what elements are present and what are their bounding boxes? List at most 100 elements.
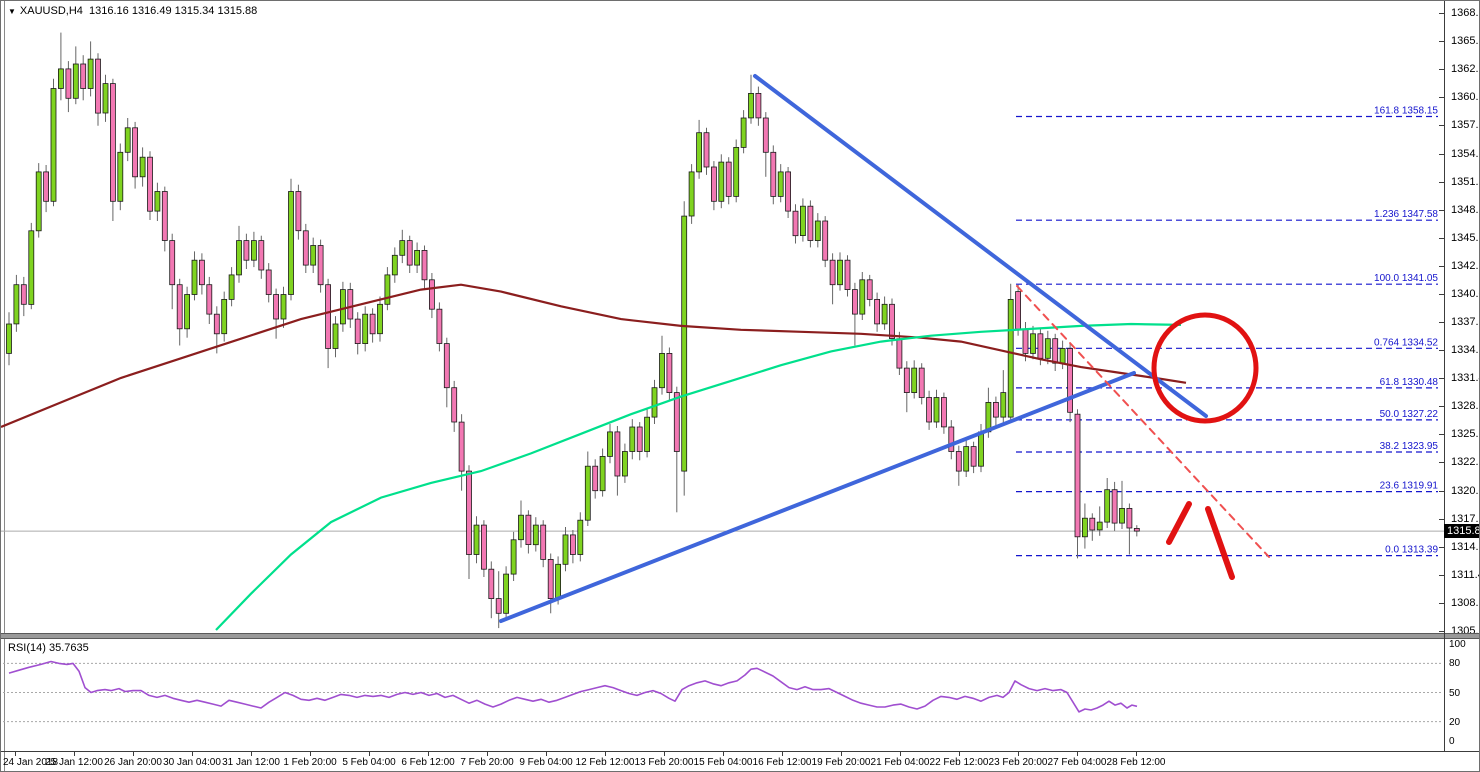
time-axis-tick [74, 752, 75, 756]
projection-dashed-line[interactable] [1016, 285, 1270, 558]
price-axis-label: 1360.10 [1451, 91, 1479, 103]
bounce-mark-left[interactable] [1166, 501, 1192, 545]
price-axis-tick [1439, 97, 1444, 98]
price-axis-tick [1439, 182, 1444, 183]
time-axis-label: 7 Feb 20:00 [460, 757, 514, 768]
price-axis-tick [1439, 491, 1444, 492]
price-axis-line [1444, 1, 1445, 751]
time-axis-label: 26 Jan 20:00 [104, 757, 162, 768]
price-axis-label: 1340.05 [1451, 288, 1479, 300]
rsi-axis-label: 80 [1449, 658, 1461, 669]
price-axis-label: 1322.90 [1451, 456, 1479, 468]
highlight-circle[interactable] [1151, 312, 1259, 424]
fib-label: 1.236 1347.58 [1374, 209, 1438, 220]
rsi-axis-label: 0 [1449, 736, 1455, 747]
price-axis-label: 1365.85 [1451, 35, 1479, 47]
time-axis-label: 6 Feb 12:00 [401, 757, 455, 768]
price-axis-label: 1362.95 [1451, 63, 1479, 75]
time-axis-tick [251, 752, 252, 756]
candlesticks [6, 58, 1140, 614]
price-axis-tick [1439, 462, 1444, 463]
price-axis-label: 1342.90 [1451, 260, 1479, 272]
time-axis-label: 5 Feb 04:00 [342, 757, 396, 768]
time-axis-label: 9 Feb 04:00 [519, 757, 573, 768]
price-axis-tick [1439, 603, 1444, 604]
time-axis-line [1, 751, 1479, 752]
time-axis-label: 21 Feb 04:00 [870, 757, 930, 768]
price-axis-tick [1439, 41, 1444, 42]
time-axis-label: 16 Feb 12:00 [752, 757, 812, 768]
time-axis-label: 15 Feb 04:00 [693, 757, 753, 768]
rsi-axis-label: 50 [1449, 688, 1461, 699]
price-axis-label: 1308.55 [1451, 597, 1479, 609]
symbol-ohlc-values: 1316.16 1316.49 1315.34 1315.88 [89, 5, 258, 17]
rsi-axis-label: 100 [1449, 639, 1466, 650]
time-axis-tick [959, 752, 960, 756]
price-axis-tick [1439, 13, 1444, 14]
price-axis-tick [1439, 378, 1444, 379]
time-axis-tick [369, 752, 370, 756]
pane-divider[interactable] [1, 633, 1479, 639]
price-axis-label: 1328.60 [1451, 400, 1479, 412]
time-axis-label: 30 Jan 04:00 [163, 757, 221, 768]
time-axis-label: 24 Jan 2018 [3, 757, 59, 768]
time-axis-tick [1136, 752, 1137, 756]
trendline-descending[interactable] [753, 74, 1208, 418]
price-axis-tick [1439, 322, 1444, 323]
time-axis-label: 31 Jan 12:00 [222, 757, 280, 768]
price-axis-tick [1439, 154, 1444, 155]
time-axis-tick [133, 752, 134, 756]
time-axis-tick [841, 752, 842, 756]
current-price-badge: 1315.88 [1444, 524, 1479, 538]
price-axis-label: 1311.45 [1451, 569, 1479, 581]
time-axis-label: 23 Feb 20:00 [988, 757, 1048, 768]
price-axis-tick [1439, 547, 1444, 548]
bounce-mark-right[interactable] [1205, 506, 1235, 580]
time-axis-label: 22 Feb 12:00 [929, 757, 989, 768]
price-axis-label: 1314.30 [1451, 541, 1479, 553]
time-axis-tick [192, 752, 193, 756]
fib-label: 0.764 1334.52 [1374, 337, 1438, 348]
time-axis-label: 13 Feb 20:00 [634, 757, 694, 768]
trendline-ascending[interactable] [499, 371, 1136, 623]
time-axis-tick [487, 752, 488, 756]
price-axis-label: 1320.00 [1451, 485, 1479, 497]
time-axis-label: 12 Feb 12:00 [575, 757, 635, 768]
price-axis-tick [1439, 125, 1444, 126]
time-axis-tick [605, 752, 606, 756]
price-axis-tick [1439, 575, 1444, 576]
time-axis-tick [310, 752, 311, 756]
price-axis-label: 1351.50 [1451, 176, 1479, 188]
price-axis-tick [1439, 69, 1444, 70]
time-axis-tick [900, 752, 901, 756]
price-axis-label: 1368.70 [1451, 7, 1479, 19]
fib-label: 23.6 1319.91 [1380, 481, 1439, 492]
price-axis-label: 1325.75 [1451, 428, 1479, 440]
time-axis-tick [1077, 752, 1078, 756]
price-axis-label: 1354.35 [1451, 148, 1479, 160]
price-axis-tick [1439, 519, 1444, 520]
fib-label: 161.8 1358.15 [1374, 106, 1438, 117]
fib-label: 50.0 1327.22 [1380, 409, 1439, 420]
time-axis-tick [664, 752, 665, 756]
rsi-grid [3, 662, 1442, 723]
time-axis-label: 28 Feb 12:00 [1106, 757, 1166, 768]
price-axis-label: 1337.20 [1451, 316, 1479, 328]
fib-retracement[interactable]: 161.8 1358.15 1.236 1347.58 100.0 1341.05 0… [1016, 106, 1439, 557]
price-axis-label: 1317.15 [1451, 513, 1479, 525]
price-axis-tick [1439, 631, 1444, 632]
fib-label: 0.0 1313.39 [1385, 545, 1438, 556]
price-axis-tick [1439, 210, 1444, 211]
symbol-dropdown-icon[interactable]: ▼ [8, 7, 16, 16]
price-axis-label: 1348.65 [1451, 204, 1479, 216]
time-axis-label: 1 Feb 20:00 [283, 757, 337, 768]
price-axis-label: 1334.35 [1451, 344, 1479, 356]
price-axis-tick [1439, 266, 1444, 267]
price-axis-label: 1345.80 [1451, 232, 1479, 244]
fib-label: 61.8 1330.48 [1380, 377, 1439, 388]
rsi-line [8, 660, 1138, 713]
price-axis-tick [1439, 434, 1444, 435]
time-axis-tick [723, 752, 724, 756]
time-axis-label: 25 Jan 12:00 [45, 757, 103, 768]
